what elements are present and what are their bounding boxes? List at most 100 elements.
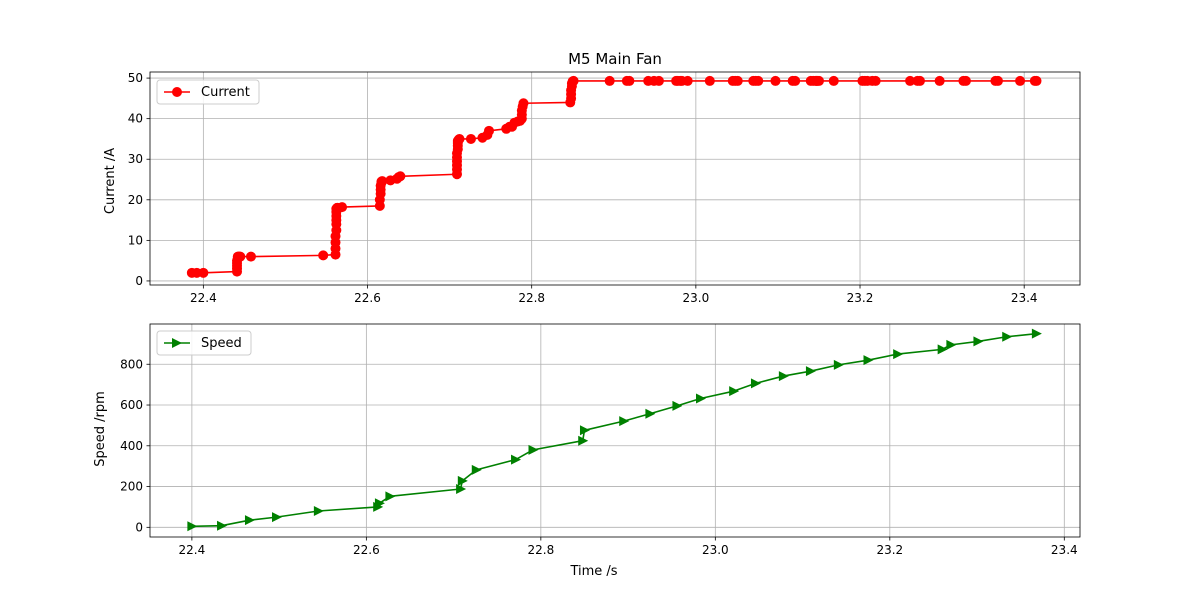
current-x-tick-label: 23.4: [1011, 291, 1038, 305]
current-data-point: [624, 75, 635, 86]
current-data-point: [318, 250, 329, 261]
speed-data-point: [778, 371, 789, 382]
current-x-tick-label: 23.2: [847, 291, 874, 305]
speed-data-point: [1031, 328, 1042, 339]
speed-data-point: [217, 520, 228, 531]
speed-data-point: [313, 506, 324, 517]
speed-data-point: [272, 512, 283, 523]
current-y-tick-label: 50: [128, 71, 143, 85]
current-data-point: [960, 75, 971, 86]
speed-y-tick-label: 0: [135, 520, 143, 534]
speed-data-point: [578, 435, 589, 446]
speed-y-axis-label: Speed /rpm: [93, 391, 108, 467]
current-data-point: [704, 75, 715, 86]
current-legend-box: [156, 79, 260, 105]
speed-data-point: [946, 339, 957, 350]
current-data-point: [790, 75, 801, 86]
speed-data-point: [385, 491, 396, 502]
current-data-point: [914, 75, 925, 86]
speed-data-point: [528, 444, 539, 455]
current-data-point: [1015, 75, 1026, 86]
speed-data-point: [805, 366, 816, 377]
current-data-point: [198, 267, 209, 278]
speed-data-point: [645, 408, 656, 419]
current-data-point: [395, 171, 406, 182]
current-y-axis-label: Current /A: [103, 148, 118, 214]
current-data-point: [770, 75, 781, 86]
current-data-point: [377, 176, 388, 187]
current-data-point: [870, 75, 881, 86]
speed-y-tick-label: 400: [120, 439, 143, 453]
current-y-tick-label: 0: [135, 274, 143, 288]
speed-data-point: [1002, 331, 1013, 342]
current-data-point: [245, 251, 256, 262]
current-data-point: [828, 75, 839, 86]
speed-data-point: [456, 483, 467, 494]
speed-data-point: [244, 515, 255, 526]
current-data-point: [604, 75, 615, 86]
current-legend-label: Current: [201, 85, 250, 100]
speed-data-point: [695, 393, 706, 404]
speed-data-point: [374, 498, 385, 509]
current-x-tick-label: 22.6: [354, 291, 381, 305]
speed-data-point: [511, 454, 522, 465]
current-y-tick-label: 30: [128, 152, 143, 166]
current-data-point: [337, 202, 348, 213]
speed-data-point: [457, 475, 468, 486]
speed-data-point: [893, 349, 904, 360]
speed-axes: Time /s Speed /rpm 22.4 22.6 22.8 23.0 23.2 2…: [93, 323, 1081, 579]
speed-legend-label: Speed: [201, 336, 242, 351]
speed-y-tick-label: 800: [120, 357, 143, 371]
speed-data-point: [471, 464, 482, 475]
speed-x-tick-label: 23.4: [1051, 543, 1078, 557]
speed-x-tick-label: 22.6: [353, 543, 380, 557]
current-data-point: [934, 75, 945, 86]
speed-y-tick-label: 200: [120, 480, 143, 494]
current-axes-frame: [149, 71, 1081, 286]
current-chart-title: M5 Main Fan: [568, 50, 662, 68]
speed-data-point: [833, 359, 844, 370]
current-data-point: [905, 75, 916, 86]
current-data-point: [484, 125, 494, 136]
current-y-tick-label: 10: [128, 233, 143, 247]
current-data-point: [813, 75, 824, 86]
current-data-point: [518, 98, 529, 109]
speed-data-point: [973, 336, 984, 347]
current-data-point: [454, 133, 465, 144]
speed-legend: Speed: [156, 330, 252, 356]
current-axes: M5 Main Fan Current /A 22.4 22.6 22.8 23.0 2…: [103, 50, 1081, 305]
speed-legend-box: [156, 330, 252, 356]
current-y-tick-label: 40: [128, 112, 143, 126]
current-data-point: [568, 75, 579, 86]
speed-data-point: [863, 355, 874, 366]
speed-data-point: [750, 378, 761, 389]
speed-axes-frame: [149, 323, 1081, 538]
current-data-point: [465, 133, 476, 144]
current-data-point: [1031, 75, 1042, 86]
current-x-tick-label: 22.8: [518, 291, 545, 305]
current-data-point: [653, 75, 664, 86]
current-x-tick-label: 22.4: [190, 291, 217, 305]
current-y-tick-label: 20: [128, 193, 143, 207]
speed-data-point: [729, 386, 740, 397]
speed-x-tick-label: 23.2: [876, 543, 903, 557]
speed-legend-marker: [172, 338, 182, 348]
current-data-point: [682, 75, 693, 86]
speed-x-tick-label: 22.8: [527, 543, 554, 557]
current-data-point: [753, 75, 764, 86]
speed-x-axis-label: Time /s: [569, 564, 617, 579]
speed-x-tick-label: 23.0: [702, 543, 729, 557]
speed-y-tick-label: 600: [120, 398, 143, 412]
current-data-point: [732, 75, 743, 86]
current-legend-marker: [172, 87, 182, 97]
current-data-point: [992, 75, 1003, 86]
speed-data-point: [619, 416, 630, 427]
current-data-point: [235, 251, 246, 262]
speed-data-point: [672, 400, 683, 411]
speed-data-point: [937, 344, 948, 355]
current-x-tick-label: 23.0: [682, 291, 709, 305]
speed-x-tick-label: 22.4: [179, 543, 206, 557]
speed-data-point: [187, 521, 198, 532]
speed-data-point: [579, 425, 590, 436]
